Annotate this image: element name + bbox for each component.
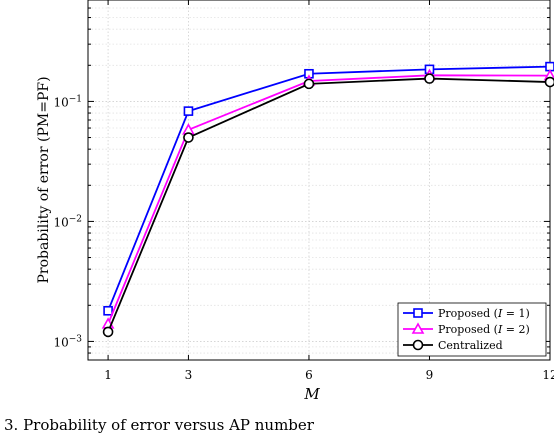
x-axis-label: M xyxy=(303,385,320,403)
data-point xyxy=(102,326,114,338)
data-point xyxy=(424,73,435,84)
x-tick-label: 12 xyxy=(542,368,554,382)
y-axis: 10−3 10−2 10−1 xyxy=(53,7,550,354)
legend: Proposed (I = 1) Proposed (I = 2) Centrali… xyxy=(397,302,547,357)
data-point xyxy=(544,76,554,88)
legend-label: Centralized xyxy=(438,339,503,352)
x-tick-label: 9 xyxy=(426,368,434,382)
data-point xyxy=(183,106,194,116)
legend-marker xyxy=(411,322,425,334)
y-tick-label: 10−2 xyxy=(53,214,82,229)
legend-marker xyxy=(413,308,423,318)
data-point xyxy=(183,132,194,143)
series-1 xyxy=(103,61,554,316)
legend-item-1: Proposed (I = 1) xyxy=(403,307,530,320)
figure-caption: 3. Probability of error versus AP number xyxy=(4,416,314,434)
data-point xyxy=(303,78,315,90)
data-point xyxy=(103,305,113,316)
x-tick-label: 6 xyxy=(305,368,313,382)
series-3 xyxy=(102,73,554,338)
legend-item-2: Proposed (I = 2) xyxy=(403,322,530,336)
y-tick-label: 10−1 xyxy=(53,94,82,109)
series-line xyxy=(107,77,551,333)
series-line xyxy=(107,74,551,325)
series-layer xyxy=(101,61,554,338)
chart: 1 3 6 9 12 10−3 10−2 10−1 M Probability of err… xyxy=(36,0,554,403)
x-tick-label: 3 xyxy=(185,368,193,382)
y-axis-label: Probability of error (PM=PF) xyxy=(36,76,52,283)
legend-label: Proposed (I = 1) xyxy=(438,307,530,320)
series-2 xyxy=(101,68,554,329)
plot-frame xyxy=(87,0,551,361)
y-tick-label: 10−3 xyxy=(53,334,82,349)
x-axis: 1 3 6 9 12 xyxy=(104,0,554,382)
legend-marker xyxy=(412,339,424,351)
x-tick-label: 1 xyxy=(104,368,112,382)
series-line xyxy=(107,65,551,312)
legend-item-3: Centralized xyxy=(403,339,503,352)
legend-label: Proposed (I = 2) xyxy=(438,323,530,336)
